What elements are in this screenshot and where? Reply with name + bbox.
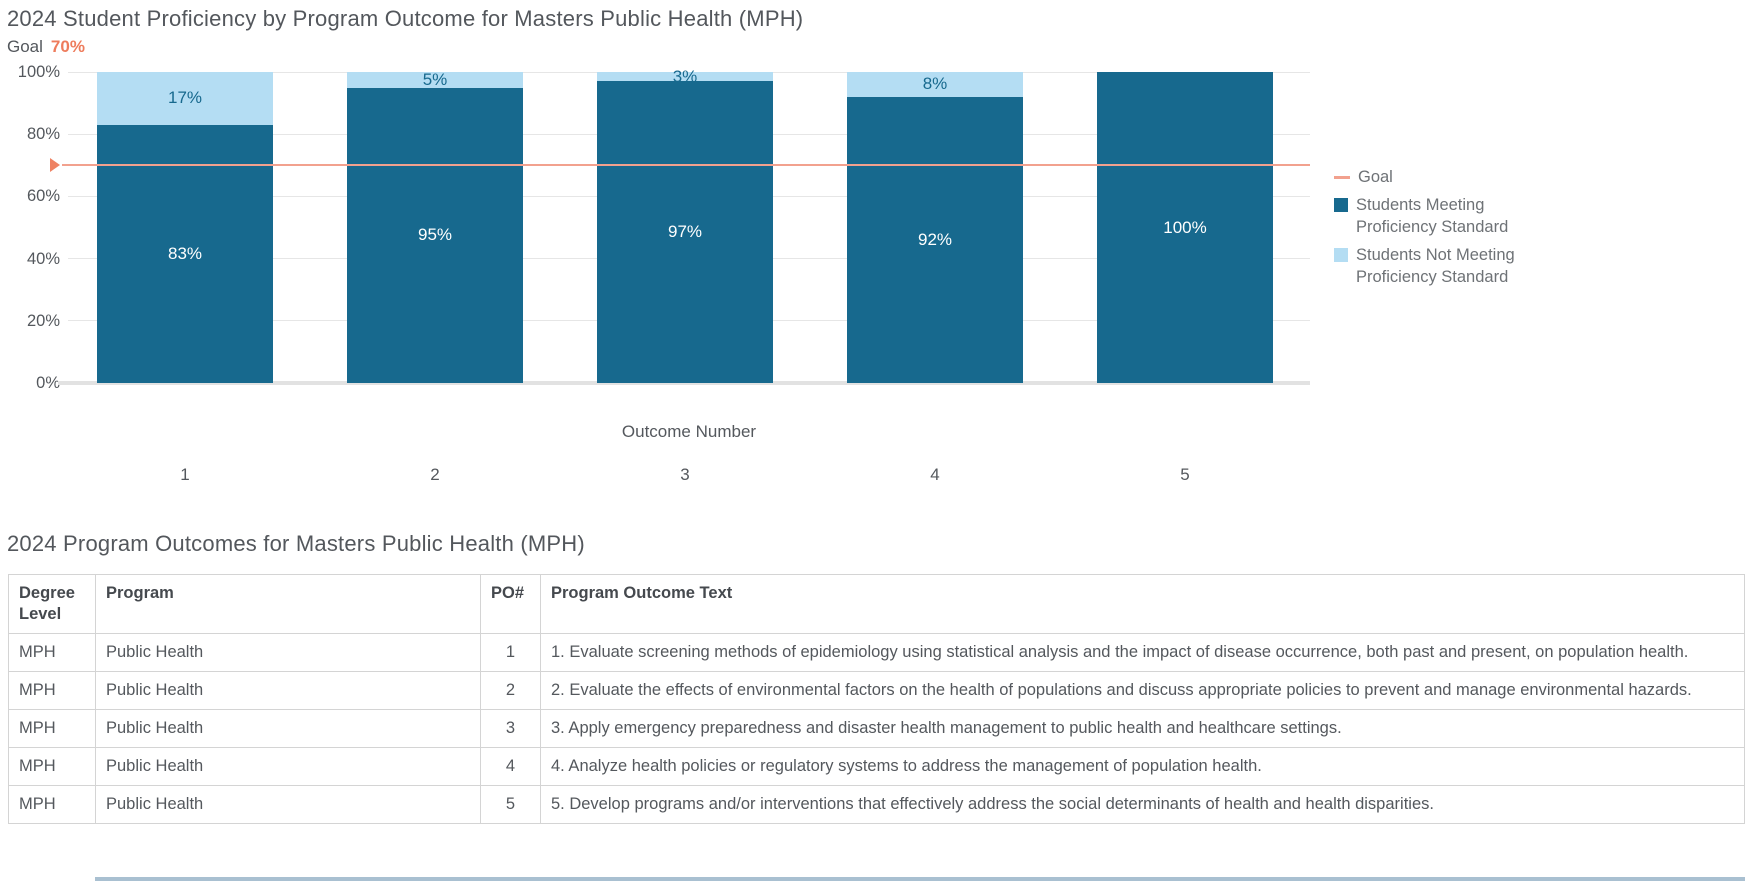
column-header-program: Program: [95, 574, 481, 634]
bar-1-label-not-meeting: 17%: [167, 88, 203, 108]
bar-2-segment-not-meeting[interactable]: [347, 72, 523, 88]
horizontal-scrollbar[interactable]: [95, 877, 1745, 881]
table-title: 2024 Program Outcomes for Masters Public…: [7, 531, 585, 556]
legend-item-not-meeting-label: Students Not Meeting Proficiency Standar…: [1356, 246, 1515, 286]
cell-outcome-text: 4. Analyze health policies or regulatory…: [540, 747, 1745, 786]
table-row-po-5: MPH Public Health 5 5. Develop programs and…: [8, 785, 1745, 824]
bar-3-segment-meeting[interactable]: [597, 81, 773, 383]
bar-outcome-1: 17% 83%: [97, 72, 273, 383]
bar-4-segment-meeting[interactable]: [847, 96, 1023, 383]
bar-1-label-meeting: 83%: [167, 243, 203, 263]
cell-outcome-text: 1. Evaluate screening methods of epidemi…: [540, 633, 1745, 672]
goal-caption: Goal 70%: [7, 37, 85, 57]
column-header-degree-level: Degree Level: [8, 574, 96, 634]
y-axis-label-100: 100%: [17, 63, 60, 81]
legend-item-goal-label: Goal: [1358, 168, 1393, 186]
bar-outcome-4: 8% 92%: [847, 72, 1023, 383]
goal-caption-value: 70%: [50, 37, 85, 56]
cell-outcome-text: 2. Evaluate the effects of environmental…: [540, 671, 1745, 710]
cell-po-number: 2: [480, 671, 541, 710]
x-tick-label-1: 1: [180, 465, 190, 484]
y-axis-label-40: 40%: [26, 249, 60, 268]
column-header-program-outcome-text: Program Outcome Text: [540, 574, 1745, 634]
x-axis-title: Outcome Number: [621, 422, 757, 441]
x-tick-label-4: 4: [930, 465, 940, 484]
bar-outcome-2: 5% 95%: [347, 69, 523, 383]
cell-po-number: 5: [480, 785, 541, 824]
y-axis-label-60: 60%: [26, 187, 60, 206]
plot-area: 0% 20% 40% 60% 80% 100% 17% 83% 1 5% 95% 2 3% 97% 3 8% 9…: [18, 63, 1310, 484]
legend-item-goal-dash-icon: [1334, 176, 1350, 179]
legend-item-meeting[interactable]: Students Meeting Proficiency Standard: [1334, 194, 1744, 238]
program-outcomes-table: Degree Level Program PO# Program Outcome Te…: [8, 574, 1745, 824]
x-tick-label-2: 2: [430, 465, 440, 484]
legend-item-not-meeting-swatch-icon: [1334, 248, 1348, 262]
bar-2-label-not-meeting: 5%: [422, 69, 448, 89]
y-axis-label-0: 0%: [36, 374, 60, 392]
bar-3-segment-not-meeting[interactable]: [597, 72, 773, 82]
cell-program: Public Health: [95, 709, 481, 748]
table-body: MPH Public Health 1 1. Evaluate screening m…: [8, 633, 1745, 824]
cell-program: Public Health: [95, 785, 481, 824]
table-row-po-1: MPH Public Health 1 1. Evaluate screening m…: [8, 633, 1745, 672]
column-header-po-: PO#: [480, 574, 541, 634]
cell-po-number: 4: [480, 747, 541, 786]
chart-title: 2024 Student Proficiency by Program Outc…: [7, 6, 804, 31]
y-axis-label-20: 20%: [26, 311, 60, 330]
bar-outcome-5: 100%: [1097, 72, 1273, 383]
cell-degree-level: MPH: [8, 785, 96, 824]
cell-degree-level: MPH: [8, 709, 96, 748]
cell-program: Public Health: [95, 671, 481, 710]
cell-outcome-text: 5. Develop programs and/or interventions…: [540, 785, 1745, 824]
bar-3-label-not-meeting: 3%: [672, 66, 698, 86]
bar-2-segment-meeting[interactable]: [347, 87, 523, 383]
goal-caption-label: Goal: [7, 37, 43, 56]
x-tick-label-5: 5: [1180, 465, 1190, 484]
cell-outcome-text: 3. Apply emergency preparedness and disa…: [540, 709, 1745, 748]
bar-4-label-not-meeting: 8%: [922, 74, 948, 94]
legend-item-meeting-label: Students Meeting Proficiency Standard: [1356, 196, 1509, 236]
bar-5-segment-meeting[interactable]: [1097, 72, 1273, 383]
bar-1-segment-not-meeting[interactable]: [97, 72, 273, 125]
table-row-po-2: MPH Public Health 2 2. Evaluate the effects…: [8, 671, 1745, 710]
bar-outcome-3: 3% 97%: [597, 67, 773, 383]
goal-marker-icon: [50, 158, 60, 173]
cell-degree-level: MPH: [8, 747, 96, 786]
cell-degree-level: MPH: [8, 671, 96, 710]
x-axis-line: [58, 381, 1310, 385]
legend-item-not-meeting[interactable]: Students Not Meeting Proficiency Standar…: [1334, 244, 1744, 288]
bar-4-label-meeting: 92%: [917, 229, 953, 249]
cell-degree-level: MPH: [8, 633, 96, 672]
bar-3-label-meeting: 97%: [667, 222, 703, 242]
table-row-po-4: MPH Public Health 4 4. Analyze health polic…: [8, 747, 1745, 786]
bar-4-segment-not-meeting[interactable]: [847, 72, 1023, 97]
bar-1-segment-meeting[interactable]: [97, 124, 273, 383]
cell-program: Public Health: [95, 747, 481, 786]
table-header-row: Degree Level Program PO# Program Outcome Te…: [8, 574, 1745, 634]
goal-line: [50, 158, 1310, 173]
y-axis-label-80: 80%: [26, 125, 60, 144]
x-tick-label-3: 3: [680, 465, 690, 484]
table-row-po-3: MPH Public Health 3 3. Apply emergency prep…: [8, 709, 1745, 748]
cell-po-number: 1: [480, 633, 541, 672]
chart-legend: Goal Students Meeting Proficiency Standar…: [1334, 166, 1744, 294]
cell-program: Public Health: [95, 633, 481, 672]
legend-item-goal[interactable]: Goal: [1334, 166, 1744, 188]
bar-2-label-meeting: 95%: [417, 225, 453, 245]
cell-po-number: 3: [480, 709, 541, 748]
bar-5-label-meeting: 100%: [1163, 217, 1207, 237]
table-header: Degree Level Program PO# Program Outcome Te…: [8, 574, 1745, 634]
legend-item-meeting-swatch-icon: [1334, 198, 1348, 212]
